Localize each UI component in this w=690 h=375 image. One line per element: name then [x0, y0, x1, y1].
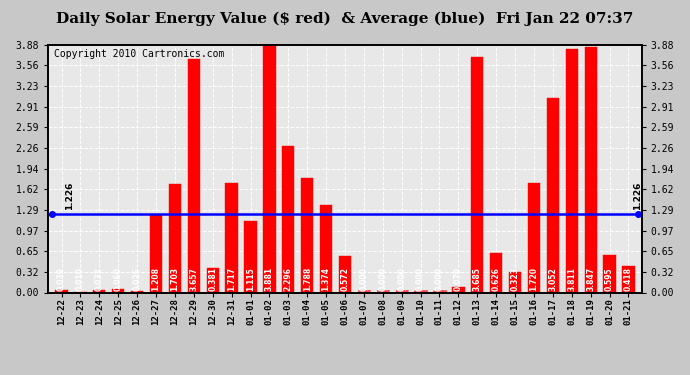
Text: 3.811: 3.811 — [567, 267, 576, 291]
Text: 0.000: 0.000 — [416, 267, 425, 291]
Text: 2.296: 2.296 — [284, 267, 293, 291]
Bar — [604, 255, 615, 292]
Text: 0.418: 0.418 — [624, 267, 633, 291]
Bar — [169, 184, 181, 292]
Bar — [206, 268, 219, 292]
Text: 1.226: 1.226 — [633, 182, 642, 210]
Text: 0.026: 0.026 — [132, 267, 141, 291]
Text: 1.720: 1.720 — [529, 267, 538, 291]
Bar — [622, 266, 635, 292]
Text: 0.032: 0.032 — [95, 267, 103, 291]
Bar — [188, 59, 200, 292]
Text: 0.626: 0.626 — [492, 267, 501, 291]
Bar — [415, 290, 426, 292]
Text: 0.079: 0.079 — [454, 267, 463, 291]
Text: 0.039: 0.039 — [57, 267, 66, 291]
Bar — [339, 256, 351, 292]
Text: 0.010: 0.010 — [76, 267, 85, 291]
Bar — [357, 290, 370, 292]
Bar — [112, 289, 124, 292]
Bar — [584, 47, 597, 292]
Bar — [244, 221, 257, 292]
Bar — [546, 98, 559, 292]
Text: 1.703: 1.703 — [170, 267, 179, 291]
Bar — [490, 253, 502, 292]
Bar — [131, 291, 144, 292]
Text: 1.374: 1.374 — [322, 267, 331, 291]
Bar — [471, 57, 484, 292]
Text: 0.381: 0.381 — [208, 267, 217, 291]
Text: 0.572: 0.572 — [340, 267, 350, 291]
Text: 3.052: 3.052 — [549, 267, 558, 291]
Text: 0.323: 0.323 — [511, 267, 520, 291]
Bar — [320, 205, 333, 292]
Text: 0.000: 0.000 — [359, 267, 368, 291]
Text: Copyright 2010 Cartronics.com: Copyright 2010 Cartronics.com — [55, 49, 225, 59]
Text: 0.000: 0.000 — [397, 267, 406, 291]
Text: 1.717: 1.717 — [227, 267, 236, 291]
Bar — [528, 183, 540, 292]
Bar — [264, 45, 275, 292]
Bar — [566, 50, 578, 292]
Text: 0.060: 0.060 — [114, 267, 123, 291]
Text: 1.208: 1.208 — [152, 267, 161, 291]
Bar — [150, 216, 162, 292]
Bar — [377, 290, 389, 292]
Bar — [226, 183, 238, 292]
Text: 1.788: 1.788 — [303, 267, 312, 291]
Text: 3.847: 3.847 — [586, 267, 595, 291]
Text: 3.657: 3.657 — [189, 267, 198, 291]
Bar — [55, 290, 68, 292]
Bar — [433, 290, 446, 292]
Bar — [395, 290, 408, 292]
Text: 0.595: 0.595 — [605, 268, 614, 291]
Text: 1.115: 1.115 — [246, 267, 255, 291]
Bar — [282, 146, 295, 292]
Bar — [452, 288, 464, 292]
Text: 3.881: 3.881 — [265, 267, 274, 291]
Text: 0.000: 0.000 — [378, 267, 387, 291]
Text: 3.685: 3.685 — [473, 267, 482, 291]
Bar — [509, 272, 521, 292]
Text: 1.226: 1.226 — [65, 182, 74, 210]
Bar — [93, 291, 106, 292]
Text: Daily Solar Energy Value ($ red)  & Average (blue)  Fri Jan 22 07:37: Daily Solar Energy Value ($ red) & Avera… — [57, 11, 633, 26]
Text: 0.000: 0.000 — [435, 267, 444, 291]
Bar — [301, 178, 313, 292]
